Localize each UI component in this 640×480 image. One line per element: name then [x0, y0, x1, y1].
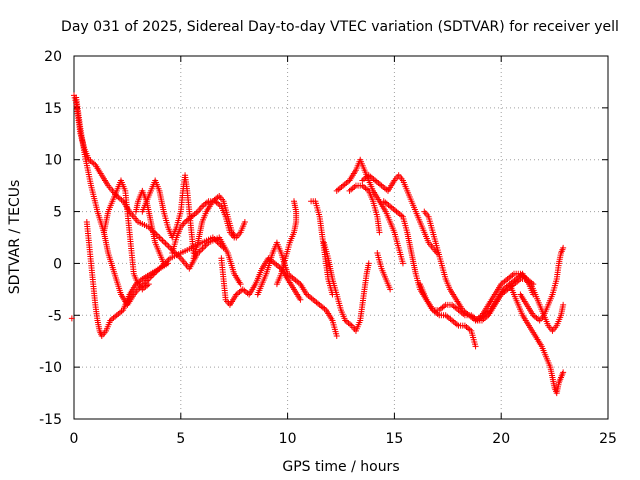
data-point	[376, 229, 383, 236]
y-tick-label: 20	[44, 49, 62, 65]
data-point	[220, 244, 227, 251]
y-tick-label: 10	[44, 153, 62, 169]
x-tick-label: 5	[176, 431, 185, 447]
data-point	[241, 218, 248, 225]
data-point	[560, 369, 567, 376]
data-point	[162, 240, 169, 247]
y-tick-label: 0	[53, 256, 62, 272]
data-point	[399, 260, 406, 267]
x-tick-label: 0	[70, 431, 79, 447]
data-point	[167, 244, 174, 251]
y-tick-label: -15	[39, 412, 62, 428]
data-point	[164, 241, 171, 248]
x-tick-label: 25	[599, 431, 617, 447]
y-axis-label: SDTVAR / TECUs	[7, 180, 23, 295]
axis-ticks: 0 5 10 15 20 25 -15 -10 -5 0 5 10 15 20	[39, 49, 617, 447]
x-tick-label: 20	[492, 431, 510, 447]
x-axis-label: GPS time / hours	[282, 459, 399, 475]
data-point	[161, 238, 168, 245]
data-point	[291, 198, 298, 205]
chart-title: Day 031 of 2025, Sidereal Day-to-day VTE…	[61, 19, 619, 35]
data-point	[237, 281, 244, 288]
data-point	[68, 315, 75, 322]
y-tick-label: 15	[44, 101, 62, 117]
data-point	[560, 301, 567, 308]
data-point	[156, 234, 163, 241]
grid-lines	[74, 56, 608, 419]
y-tick-label: -5	[48, 308, 62, 324]
data-point	[297, 296, 304, 303]
data-point	[202, 242, 209, 249]
data-point	[145, 281, 152, 288]
data-point	[472, 343, 479, 350]
y-tick-label: 5	[53, 205, 62, 221]
data-point	[157, 235, 164, 242]
data-point	[560, 244, 567, 251]
x-tick-label: 10	[279, 431, 297, 447]
data-point	[333, 333, 340, 340]
x-tick-label: 15	[385, 431, 403, 447]
data-point	[365, 260, 372, 267]
data-point	[387, 286, 394, 293]
data-marks	[68, 92, 567, 397]
plot-frame	[73, 55, 609, 420]
data-point	[197, 247, 204, 254]
data-point	[160, 260, 167, 267]
data-point	[159, 237, 166, 244]
y-tick-label: -10	[39, 360, 62, 376]
